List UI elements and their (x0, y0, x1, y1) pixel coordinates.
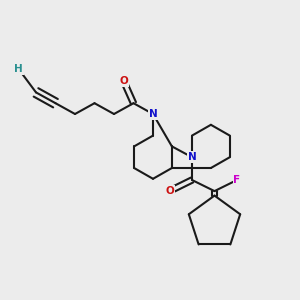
Text: O: O (165, 186, 174, 196)
Text: N: N (188, 152, 196, 162)
Text: O: O (119, 76, 128, 86)
Text: N: N (148, 109, 158, 119)
Text: H: H (14, 64, 23, 74)
Text: F: F (233, 175, 241, 185)
